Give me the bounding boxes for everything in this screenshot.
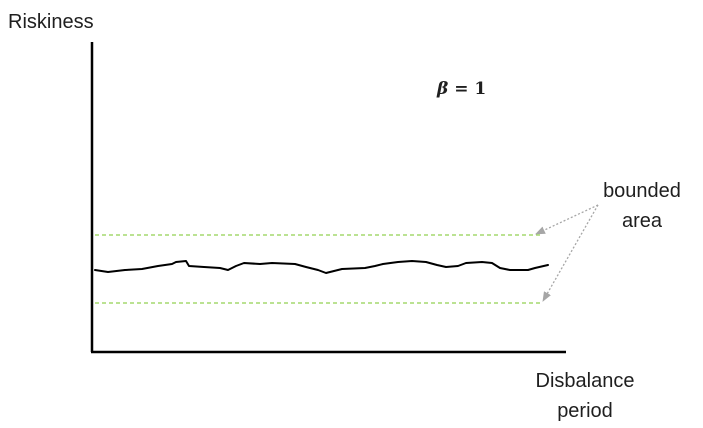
formula-equals: = (448, 79, 475, 99)
beta-formula: β = 1 (437, 74, 486, 104)
bounded-area-label-line2: area (621, 210, 663, 232)
x-axis-label-line2: period (557, 400, 613, 422)
y-axis-label: Riskiness (8, 11, 94, 33)
bounded-area-label: bounded area (592, 176, 692, 236)
bounded-area-label-line1: bounded (603, 180, 681, 202)
arrow-to-upper-bound (535, 204, 599, 235)
arrow-to-lower-bound (542, 204, 599, 302)
beta-value: 1 (474, 79, 487, 99)
x-axis-label: Disbalance period (520, 366, 650, 426)
riskiness-curve (94, 260, 549, 274)
x-axis-label-line1: Disbalance (535, 370, 635, 392)
beta-symbol: β (437, 79, 449, 99)
